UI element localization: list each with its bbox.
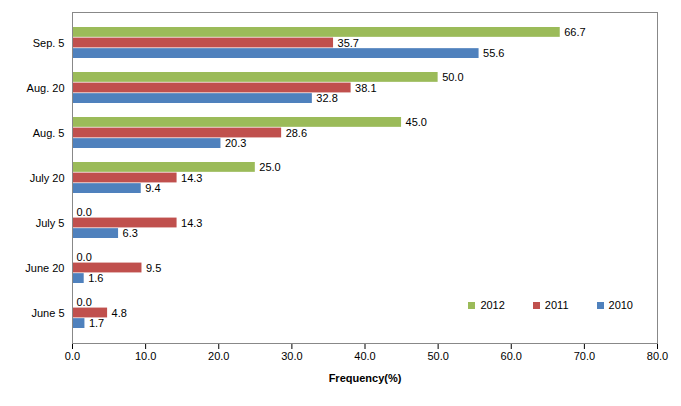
- svg-text:0.0: 0.0: [77, 251, 92, 263]
- svg-text:10.0: 10.0: [135, 350, 156, 362]
- svg-text:66.7: 66.7: [564, 26, 585, 38]
- svg-text:80.0: 80.0: [647, 350, 668, 362]
- svg-text:14.3: 14.3: [181, 217, 202, 229]
- svg-text:Aug. 5: Aug. 5: [33, 127, 65, 139]
- svg-text:1.6: 1.6: [88, 272, 103, 284]
- svg-text:1.7: 1.7: [89, 317, 104, 329]
- svg-text:Sep. 5: Sep. 5: [33, 37, 65, 49]
- svg-text:50.0: 50.0: [442, 71, 463, 83]
- svg-text:70.0: 70.0: [574, 350, 595, 362]
- svg-text:0.0: 0.0: [65, 350, 80, 362]
- svg-text:14.3: 14.3: [181, 172, 202, 184]
- svg-text:40.0: 40.0: [354, 350, 375, 362]
- svg-text:0.0: 0.0: [77, 206, 92, 218]
- svg-text:6.3: 6.3: [123, 227, 138, 239]
- svg-text:June 20: June 20: [25, 262, 64, 274]
- svg-text:55.6: 55.6: [483, 47, 504, 59]
- svg-text:38.1: 38.1: [355, 82, 376, 94]
- svg-text:28.6: 28.6: [286, 127, 307, 139]
- svg-text:25.0: 25.0: [259, 161, 280, 173]
- svg-text:July 5: July 5: [36, 217, 65, 229]
- html-text:2012: 2012: [480, 299, 505, 311]
- svg-text:35.7: 35.7: [338, 37, 359, 49]
- svg-text:0.0: 0.0: [77, 296, 92, 308]
- svg-text:4.8: 4.8: [112, 307, 127, 319]
- svg-text:9.4: 9.4: [145, 182, 160, 194]
- svg-text:July 20: July 20: [30, 172, 65, 184]
- html-text:2011: 2011: [544, 299, 569, 311]
- svg-text:Frequency(%): Frequency(%): [329, 372, 402, 384]
- svg-text:Aug. 20: Aug. 20: [27, 82, 65, 94]
- svg-text:9.5: 9.5: [146, 262, 161, 274]
- svg-text:32.8: 32.8: [316, 92, 337, 104]
- svg-text:30.0: 30.0: [281, 350, 302, 362]
- svg-text:50.0: 50.0: [427, 350, 448, 362]
- svg-text:20.0: 20.0: [208, 350, 229, 362]
- svg-text:60.0: 60.0: [501, 350, 522, 362]
- html-text:2010: 2010: [608, 299, 633, 311]
- svg-text:20.3: 20.3: [225, 137, 246, 149]
- svg-text:June 5: June 5: [31, 307, 64, 319]
- svg-text:45.0: 45.0: [406, 116, 427, 128]
